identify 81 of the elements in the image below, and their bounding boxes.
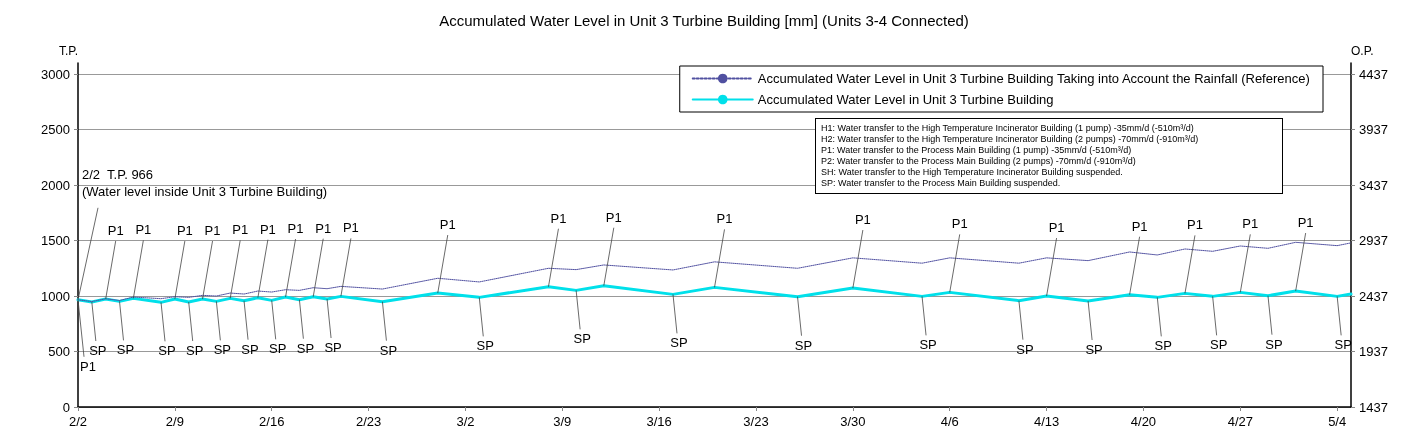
x-tick-label: 2/2 <box>68 414 88 429</box>
y-tick-label: 1500 <box>41 233 70 249</box>
annotation: P1 <box>204 223 221 239</box>
annotation: SP <box>1085 342 1103 358</box>
annotation: P1 <box>315 220 332 236</box>
annotation: P1 <box>439 217 456 233</box>
x-tick-label: 3/30 <box>840 414 866 429</box>
annotation: P1: Water transfer to the Process Main Building (1 pump) -35mm/d (-510m³/d) <box>821 145 1133 156</box>
y2-tick-label: 3937 <box>1359 122 1388 138</box>
annotation: P1 <box>1242 216 1259 232</box>
annotation: P1 <box>232 222 249 238</box>
x-tick-label: 2/23 <box>355 414 382 429</box>
annotation: SP <box>269 341 287 357</box>
annotation: SP <box>379 342 398 358</box>
annotation: P1 <box>1297 215 1314 231</box>
y2-tick-label: 2937 <box>1359 233 1388 249</box>
y-tick-label: 1000 <box>41 288 70 304</box>
x-tick-label: 4/6 <box>940 414 959 429</box>
annotation: SP <box>794 337 813 353</box>
y2-tick-label: 2437 <box>1359 288 1388 304</box>
x-tick-label: 2/16 <box>259 414 285 429</box>
y-tick-label: 3000 <box>41 66 70 82</box>
annotation: P1 <box>550 210 567 226</box>
annotation: 2/2 T.P. 966 (Water level inside Unit 3 Turbine Building) <box>82 166 328 199</box>
x-tick-label: 5/4 <box>1328 414 1347 429</box>
annotation: P1 <box>342 220 359 236</box>
y-tick-label: 2000 <box>41 177 70 193</box>
y-tick-label: 0 <box>62 399 70 415</box>
annotation: P1 <box>605 209 622 225</box>
x-tick-label: 4/27 <box>1227 414 1253 429</box>
annotation: SP <box>1154 338 1172 354</box>
annotation: SP <box>89 343 107 359</box>
legend-label: Accumulated Water Level in Unit 3 Turbine Building Taking into Account the Rainfall (Reference) <box>757 71 1310 86</box>
annotation: SP <box>919 337 937 353</box>
x-tick-label: 3/2 <box>456 414 475 429</box>
annotation: SP <box>476 338 494 354</box>
x-tick-label: 3/9 <box>553 414 572 429</box>
annotation: P1 <box>1187 217 1203 233</box>
annotation: P2: Water transfer to the Process Main Building (2 pumps) -70mm/d (-910m³/d) <box>821 156 1137 167</box>
y2-tick-label: 3437 <box>1359 177 1388 193</box>
annotation: P1 <box>135 222 152 238</box>
legend-label: Accumulated Water Level in Unit 3 Turbine Building <box>757 92 1054 107</box>
annotation: P1 <box>287 221 304 237</box>
chart-title: Accumulated Water Level in Unit 3 Turbine Building [mm] (Units 3-4 Connected) <box>439 12 969 29</box>
annotation: P1 <box>854 212 871 228</box>
annotation: SP <box>1209 337 1228 353</box>
annotation: P1 <box>1131 218 1148 234</box>
annotation: SP <box>573 331 591 347</box>
annotation: P1 <box>259 221 276 237</box>
y-tick-label: 2500 <box>41 122 70 138</box>
y-tick-label: 500 <box>48 344 70 360</box>
annotation: P1 <box>107 223 124 239</box>
annotation: SP <box>1016 341 1034 357</box>
x-tick-label: 4/20 <box>1130 414 1157 429</box>
annotation: SP <box>296 340 315 356</box>
x-tick-label: 3/23 <box>743 414 769 429</box>
annotation: SP <box>213 342 232 358</box>
annotation: SH: Water transfer to the High Temperature Incinerator Building suspended. <box>821 167 1124 178</box>
y-axis-title: T.P. <box>58 44 78 58</box>
annotation: H1: Water transfer to the High Temperature Incinerator Building (1 pump) -35mm/d (-510m³/d) <box>821 123 1195 134</box>
annotation: P1 <box>80 358 96 374</box>
annotation: P1 <box>1048 220 1065 236</box>
y2-tick-label: 4437 <box>1359 66 1388 82</box>
annotation: SP <box>670 335 688 351</box>
annotation: SP <box>324 340 342 356</box>
annotation: SP <box>186 343 204 359</box>
annotation: P1 <box>176 223 193 239</box>
annotation: H2: Water transfer to the High Temperature Incinerator Building (2 pumps) -70mm/d (-910m³/d) <box>821 134 1200 145</box>
annotation: P1 <box>716 211 733 227</box>
x-tick-label: 4/13 <box>1033 414 1060 429</box>
y2-axis-title: O.P. <box>1351 44 1374 58</box>
annotation: SP <box>241 341 259 357</box>
y2-tick-label: 1937 <box>1359 344 1388 360</box>
annotation: SP: Water transfer to the Process Main Building suspended. <box>821 178 1062 189</box>
annotation: SP <box>158 343 176 359</box>
annotation: SP <box>1265 336 1283 352</box>
annotation: SP <box>116 342 135 358</box>
x-tick-label: 2/9 <box>165 414 184 429</box>
annotation: P1 <box>951 216 968 232</box>
x-tick-label: 3/16 <box>646 414 672 429</box>
y2-tick-label: 1437 <box>1359 399 1388 415</box>
